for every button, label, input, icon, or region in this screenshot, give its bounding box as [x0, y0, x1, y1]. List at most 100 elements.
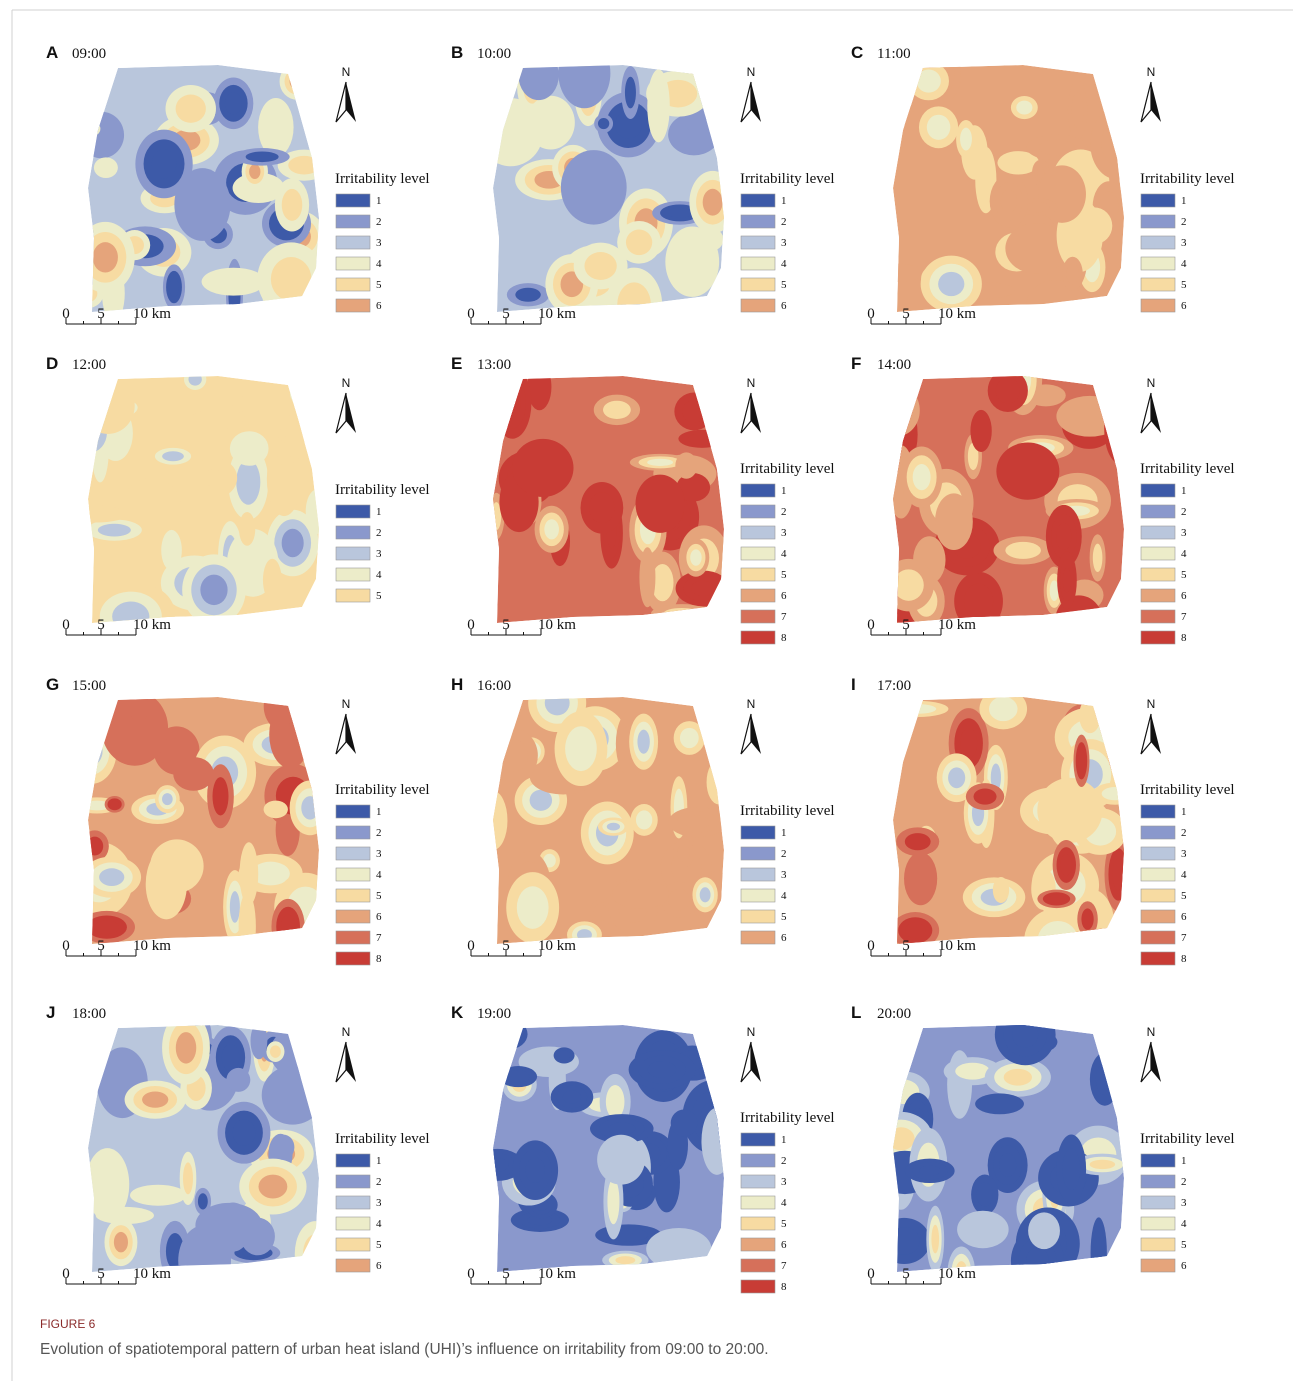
legend-label: 6	[1181, 300, 1187, 312]
legend-label: 2	[376, 216, 382, 228]
map-region	[919, 1166, 940, 1176]
panel-time: 19:00	[477, 1006, 511, 1022]
panel: H16:00NIrritability level1234560510 km	[451, 674, 835, 956]
legend-title: Irritability level	[335, 171, 430, 187]
map-region	[1111, 1054, 1132, 1100]
map-region	[558, 38, 610, 108]
legend-swatch	[1141, 1217, 1175, 1230]
legend-label: 3	[781, 1176, 787, 1188]
legend-label: 2	[1181, 1176, 1187, 1188]
legend-swatch	[336, 526, 370, 539]
legend-swatch	[336, 278, 370, 291]
map-region	[499, 377, 526, 429]
map-region	[303, 1234, 328, 1273]
legend-swatch	[1141, 1154, 1175, 1167]
panel-letter: E	[451, 354, 462, 373]
legend-swatch	[336, 1238, 370, 1251]
map-region	[1093, 544, 1103, 572]
map-region	[607, 1179, 619, 1224]
panel-letter: H	[451, 675, 463, 694]
north-arrow-left	[1141, 1042, 1151, 1082]
map-region	[1004, 1069, 1032, 1086]
legend-swatch	[336, 889, 370, 902]
map-region	[150, 839, 204, 892]
legend-swatch	[336, 568, 370, 581]
legend-swatch	[1141, 868, 1175, 881]
map-region	[1026, 202, 1049, 212]
map-region	[114, 1232, 128, 1252]
map-region	[1066, 264, 1078, 285]
map-region	[545, 690, 570, 715]
panel-time: 10:00	[477, 46, 511, 62]
legend-swatch	[336, 931, 370, 944]
map-region	[561, 150, 627, 225]
legend-label: 4	[781, 890, 787, 902]
map-region	[577, 929, 592, 941]
map-region	[637, 730, 649, 754]
map-region	[974, 789, 997, 805]
north-label: N	[342, 376, 351, 390]
map-region	[702, 63, 726, 85]
map-region	[295, 1221, 336, 1287]
scale-label: 10 km	[133, 1266, 171, 1282]
map-region	[663, 608, 700, 619]
legend-label: 2	[376, 527, 382, 539]
scale-label: 10 km	[133, 938, 171, 954]
legend-swatch	[1141, 826, 1175, 839]
legend-label: 5	[376, 890, 382, 902]
legend-label: 8	[1181, 632, 1187, 644]
legend-title: Irritability level	[1140, 1131, 1235, 1147]
legend-label: 5	[1181, 569, 1187, 581]
north-arrow-right	[751, 714, 761, 754]
legend-swatch	[1141, 257, 1175, 270]
map-region	[93, 242, 118, 272]
map-region	[1048, 895, 1064, 903]
legend-label: 5	[781, 911, 787, 923]
map-region	[688, 433, 716, 444]
scale-label: 5	[97, 938, 105, 954]
legend-label: 4	[376, 869, 382, 881]
map-region	[289, 703, 337, 753]
map-region	[996, 443, 1059, 500]
legend-swatch	[336, 547, 370, 560]
legend-label: 1	[1181, 806, 1187, 818]
panel-time: 12:00	[72, 357, 106, 373]
legend-swatch	[741, 610, 775, 623]
legend-swatch	[1141, 299, 1175, 312]
legend-swatch	[741, 826, 775, 839]
legend-label: 4	[1181, 548, 1187, 560]
legend-swatch	[1141, 805, 1175, 818]
map-region	[169, 277, 178, 296]
legend-swatch	[741, 194, 775, 207]
map	[468, 352, 732, 623]
map-region	[1063, 568, 1071, 593]
map-region	[176, 407, 201, 414]
legend-swatch	[1141, 215, 1175, 228]
map-region	[646, 1228, 711, 1270]
map-region	[188, 373, 201, 386]
legend-title: Irritability level	[335, 482, 430, 498]
map-region	[213, 777, 229, 815]
map-region	[285, 68, 310, 94]
legend-label: 2	[1181, 827, 1187, 839]
legend-swatch	[741, 1217, 775, 1230]
map-region	[249, 164, 260, 179]
panel-letter: G	[46, 675, 59, 694]
legend-label: 3	[376, 237, 382, 249]
map-region	[948, 767, 965, 788]
map-region	[1095, 1238, 1102, 1268]
map-region	[270, 1045, 281, 1057]
north-arrow-left	[336, 82, 346, 122]
map-region	[916, 69, 940, 92]
legend-swatch	[336, 257, 370, 270]
map-region	[94, 157, 118, 178]
map-region	[1056, 396, 1123, 437]
legend-swatch	[1141, 931, 1175, 944]
panel-time: 18:00	[72, 1006, 106, 1022]
scale-label: 10 km	[938, 306, 976, 322]
legend-swatch	[1141, 1175, 1175, 1188]
map-region	[222, 1044, 240, 1071]
legend-label: 5	[1181, 890, 1187, 902]
legend-swatch	[741, 484, 775, 497]
map-region	[626, 230, 652, 256]
